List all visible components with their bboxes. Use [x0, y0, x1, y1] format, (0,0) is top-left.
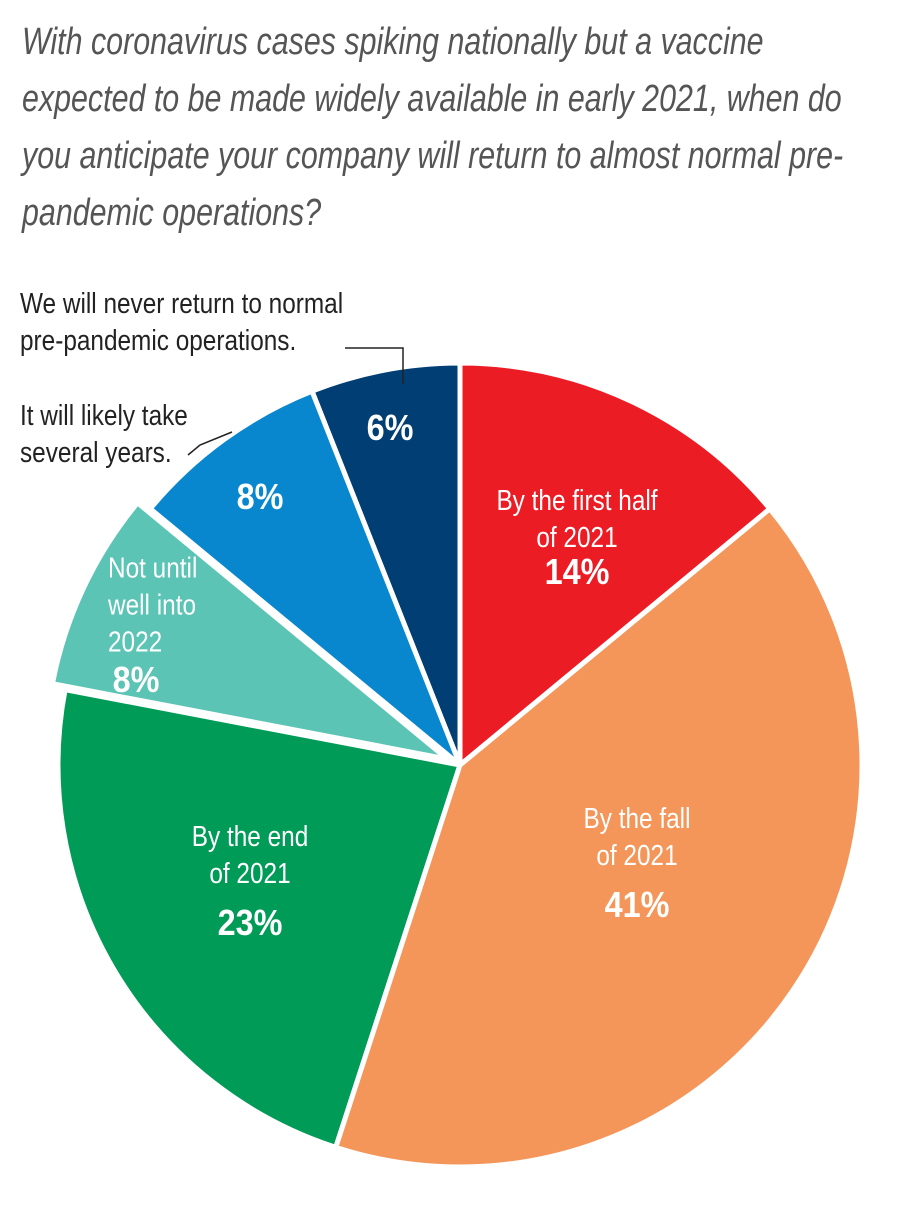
pie-slice — [333, 506, 865, 1170]
pie-slice — [147, 388, 463, 768]
leader-line — [345, 347, 404, 384]
value-label: 23% — [217, 902, 283, 943]
slice-label: We will never return to normal pre-pande… — [20, 288, 344, 357]
pie-slice — [49, 500, 450, 762]
value-label: 14% — [544, 551, 610, 592]
slice-label: By the fall of 2021 — [583, 803, 691, 872]
slice-label: It will likely take several years. — [20, 400, 188, 469]
value-label: 41% — [604, 884, 670, 925]
slice-label: Not until well into 2022 — [108, 552, 198, 659]
pie-slice — [457, 360, 773, 768]
value-label: 6% — [366, 407, 414, 448]
leader-line — [187, 431, 233, 456]
slice-label: By the first half of 2021 — [496, 485, 658, 554]
pie-slice — [309, 360, 463, 768]
chart-title: With coronavirus cases spiking nationall… — [22, 21, 844, 234]
slice-label: By the end of 2021 — [191, 821, 309, 890]
value-label: 8% — [112, 659, 160, 700]
pie-slice — [55, 687, 463, 1150]
value-label: 8% — [236, 476, 284, 517]
